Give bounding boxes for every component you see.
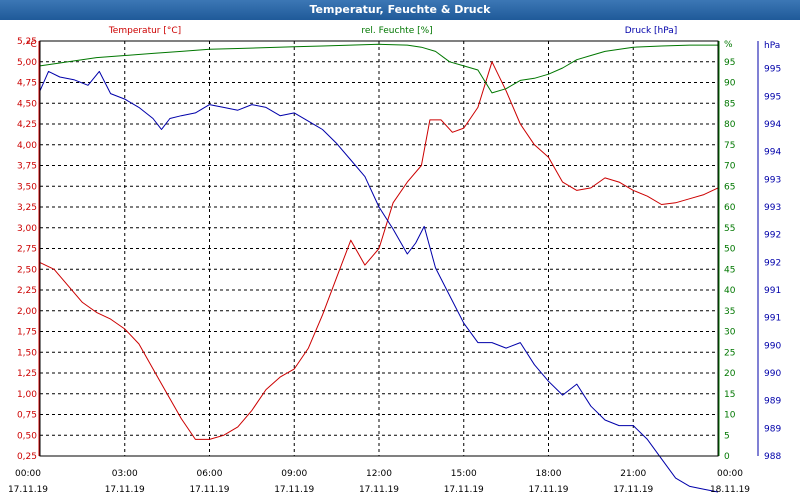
temperature-tick: 0,25 (17, 452, 37, 462)
x-tick-date: 17.11.19 (359, 485, 399, 495)
pressure-tick: 989 (764, 424, 781, 434)
x-tick-time: 15:00 (451, 469, 477, 479)
humidity-tick: 70 (724, 162, 736, 172)
chart-background (0, 20, 800, 500)
humidity-tick: 35 (724, 307, 735, 317)
x-tick-date: 17.11.19 (444, 485, 484, 495)
window-title: Temperatur, Feuchte & Druck (0, 0, 800, 20)
x-tick-date: 17.11.19 (105, 485, 145, 495)
temperature-tick: 3,00 (17, 224, 37, 234)
humidity-tick: 55 (724, 224, 735, 234)
humidity-tick: 5 (724, 431, 730, 441)
temperature-tick: 3,25 (17, 203, 37, 213)
temperature-tick: 5,00 (17, 58, 37, 68)
humidity-tick: 25 (724, 348, 735, 358)
pressure-tick: 991 (764, 286, 781, 296)
temperature-tick: 0,75 (17, 411, 37, 421)
temperature-tick: 2,50 (17, 265, 37, 275)
temperature-tick: 1,00 (17, 390, 37, 400)
plot-frame (38, 40, 759, 457)
pressure-axis-label: Druck [hPa] (625, 26, 678, 36)
humidity-tick: 15 (724, 390, 735, 400)
humidity-tick: 60 (724, 203, 736, 213)
temperature-unit: °C (26, 40, 37, 50)
pressure-tick: 989 (764, 397, 781, 407)
pressure-tick: 993 (764, 203, 781, 213)
x-tick-time: 06:00 (197, 469, 223, 479)
temperature-tick: 0,50 (17, 431, 37, 441)
pressure-tick: 992 (764, 258, 781, 268)
grid (40, 41, 718, 456)
pressure-tick: 995 (764, 65, 781, 75)
humidity-tick: 45 (724, 265, 735, 275)
humidity-tick: 85 (724, 99, 735, 109)
pressure-series-line (39, 70, 719, 493)
temperature-tick: 4,75 (17, 79, 37, 89)
plot-border (39, 40, 719, 457)
x-tick-time: 18:00 (536, 469, 562, 479)
weather-chart: 00:00 17.11.19 03:00 17.11.19 06:00 17.11.19 0… (0, 20, 800, 500)
temperature-tick: 1,75 (17, 328, 37, 338)
temperature-series-line (39, 61, 719, 440)
pressure-tick: 995 (764, 92, 781, 102)
x-tick-date: 18.11.19 (710, 485, 750, 495)
humidity-series-line (39, 43, 718, 94)
x-tick-time: 00:00 (15, 469, 41, 479)
humidity-axis-label: rel. Feuchte [%] (361, 26, 432, 36)
pressure-tick: 990 (764, 369, 781, 379)
temperature-tick: 4,50 (17, 99, 37, 109)
humidity-tick: 65 (724, 182, 735, 192)
x-tick-date: 17.11.19 (613, 485, 653, 495)
pressure-tick: 992 (764, 231, 781, 241)
humidity-tick: 50 (724, 245, 736, 255)
x-tick-date: 17.11.19 (189, 485, 229, 495)
temperature-tick: 2,00 (17, 307, 37, 317)
temperature-tick: 2,25 (17, 286, 37, 296)
temperature-tick: 2,75 (17, 245, 37, 255)
x-tick-time: 21:00 (620, 469, 646, 479)
temperature-tick: 4,00 (17, 141, 37, 151)
temperature-tick: 1,25 (17, 369, 37, 379)
pressure-tick: 988 (764, 452, 781, 462)
humidity-tick: 30 (724, 328, 736, 338)
x-tick-date: 17.11.19 (274, 485, 314, 495)
x-tick-date: 17.11.19 (8, 485, 48, 495)
humidity-tick: 0 (724, 452, 730, 462)
pressure-tick: 994 (764, 120, 781, 130)
pressure-tick: 994 (764, 148, 781, 158)
temperature-tick: 3,50 (17, 182, 37, 192)
x-tick-time: 12:00 (366, 469, 392, 479)
x-tick-time: 09:00 (281, 469, 307, 479)
pressure-tick: 993 (764, 175, 781, 185)
pressure-tick: 990 (764, 341, 781, 351)
series-layer (39, 43, 719, 493)
humidity-tick: 95 (724, 58, 735, 68)
x-tick-time: 00:00 (717, 469, 743, 479)
axis-labels: 00:00 17.11.19 03:00 17.11.19 06:00 17.11.19 0… (8, 26, 781, 495)
temperature-tick: 4,25 (17, 120, 37, 130)
x-tick-date: 17.11.19 (528, 485, 568, 495)
humidity-tick: 75 (724, 141, 735, 151)
pressure-tick: 991 (764, 314, 781, 324)
temperature-axis-label: Temperatur [°C] (108, 26, 181, 36)
humidity-tick: % (724, 40, 733, 50)
humidity-tick: 10 (724, 411, 736, 421)
temperature-tick: 5,25 (17, 37, 37, 47)
humidity-tick: 80 (724, 120, 736, 130)
temperature-tick: 3,75 (17, 162, 37, 172)
humidity-tick: 20 (724, 369, 736, 379)
pressure-tick: hPa (764, 41, 780, 51)
humidity-tick: 90 (724, 79, 736, 89)
humidity-tick: 40 (724, 286, 736, 296)
temperature-tick: 1,50 (17, 348, 37, 358)
x-tick-time: 03:00 (112, 469, 138, 479)
